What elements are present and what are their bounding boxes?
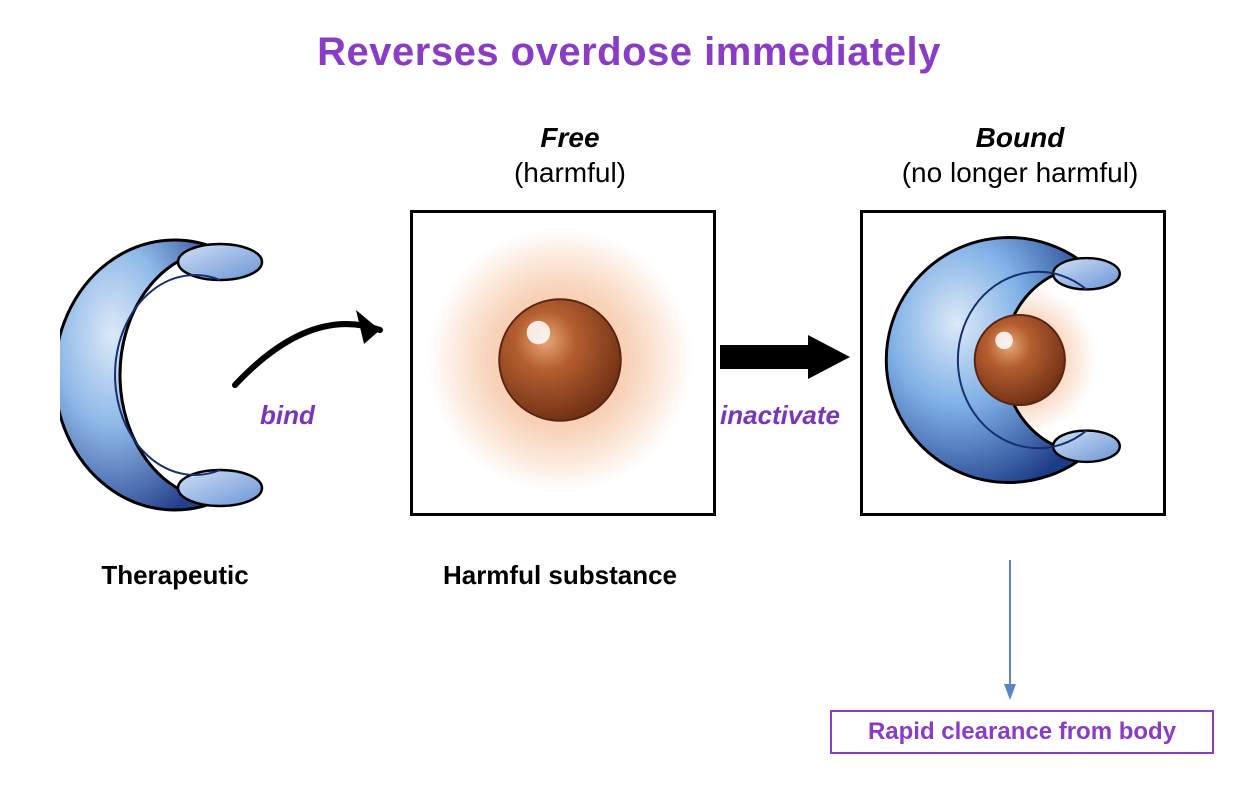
bound-complex-icon [863,213,1157,507]
clearance-box: Rapid clearance from body [830,710,1214,754]
state-label-bound: Bound (no longer harmful) [860,120,1180,190]
page-title: Reverses overdose immediately [0,30,1258,75]
bind-label: bind [260,400,315,431]
harmful-caption: Harmful substance [360,560,760,591]
inactivate-arrow-icon [720,335,850,379]
bind-arrow-icon [230,300,410,400]
state-free-title: Free [410,120,730,155]
state-label-free: Free (harmful) [410,120,730,190]
therapeutic-caption: Therapeutic [45,560,305,591]
state-bound-sub: (no longer harmful) [860,155,1180,190]
down-arrow-icon [1004,560,1016,700]
state-free-sub: (harmful) [410,155,730,190]
harmful-substance-icon [413,213,707,507]
inactivate-label: inactivate [720,400,840,431]
state-bound-title: Bound [860,120,1180,155]
